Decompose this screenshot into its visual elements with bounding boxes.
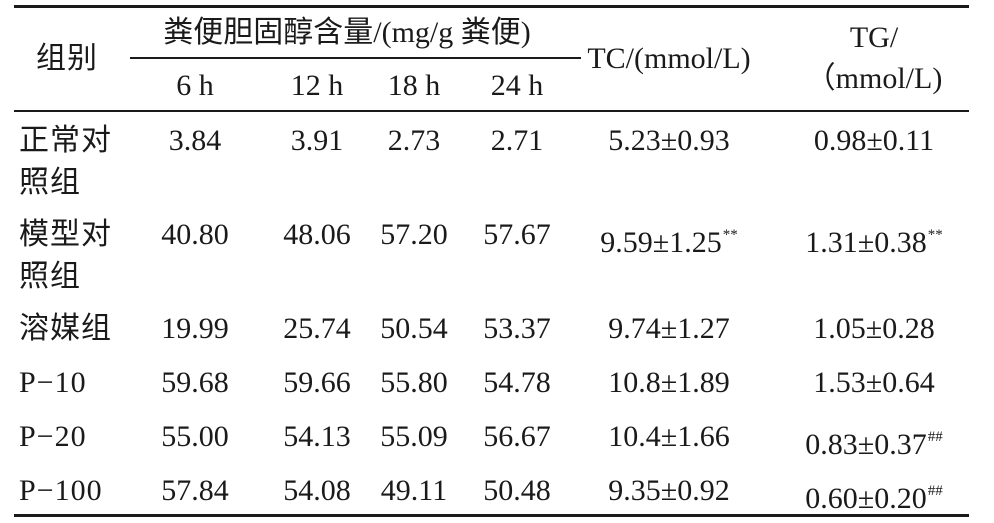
- data-table: 组别 粪便胆固醇含量/(mg/g 粪便) 6 h 12 h 18 h 24 h …: [14, 0, 969, 523]
- header-tc: TC/(mmol/L): [587, 42, 751, 75]
- header-time-12h: 12 h: [290, 69, 344, 102]
- significance-marker: **: [927, 227, 943, 243]
- cell-tg: 1.53±0.64: [813, 364, 934, 402]
- header-time-18h: 18 h: [387, 69, 441, 102]
- cell-tg-value: 0.98±0.11: [813, 124, 935, 157]
- cell-tc-value: 5.23±0.93: [608, 124, 730, 157]
- row-group-label: 模型对: [19, 218, 112, 251]
- table-bottom-rule: [14, 514, 969, 517]
- cell-tc-value: 10.4±1.66: [608, 420, 730, 453]
- cell-12h: 59.66: [283, 366, 351, 399]
- table-top-rule: [14, 5, 969, 8]
- cell-tc: 9.35±0.92: [608, 472, 729, 510]
- cell-18h: 49.11: [380, 474, 448, 507]
- cell-tc-value: 9.59±1.25: [600, 226, 722, 259]
- cell-tc: 10.4±1.66: [608, 418, 729, 456]
- cell-24h: 53.37: [483, 312, 551, 345]
- cell-tg-value: 0.83±0.37: [805, 428, 927, 461]
- row-group-label: 溶媒组: [19, 312, 112, 345]
- row-group-label: P−10: [19, 366, 87, 399]
- cell-24h: 54.78: [483, 366, 551, 399]
- header-time-24h: 24 h: [490, 69, 544, 102]
- row-group-label: P−20: [19, 420, 87, 453]
- cell-tc-value: 10.8±1.89: [608, 366, 730, 399]
- cell-tc: 5.23±0.93: [608, 122, 729, 160]
- significance-marker: ##: [927, 429, 943, 445]
- cell-tc: 10.8±1.89: [608, 364, 729, 402]
- header-fecal-span: 粪便胆固醇含量/(mg/g 粪便): [163, 16, 531, 49]
- cell-12h: 3.91: [290, 124, 344, 157]
- cell-12h: 54.13: [283, 420, 351, 453]
- cell-tg: 0.83±0.37##: [805, 418, 942, 464]
- header-group: 组别: [36, 42, 98, 75]
- cell-6h: 19.99: [161, 312, 229, 345]
- cell-24h: 50.48: [483, 474, 551, 507]
- cell-24h: 2.71: [490, 124, 544, 157]
- cell-tc-value: 9.74±1.27: [608, 312, 730, 345]
- cell-6h: 59.68: [161, 366, 229, 399]
- cell-tc-value: 9.35±0.92: [608, 474, 730, 507]
- significance-marker: ##: [927, 483, 943, 499]
- fecal-span-rule: [130, 57, 581, 59]
- header-time-6h: 6 h: [176, 69, 214, 102]
- cell-12h: 54.08: [283, 474, 351, 507]
- cell-tg-value: 0.60±0.20: [805, 482, 927, 515]
- cell-18h: 55.09: [380, 420, 448, 453]
- cell-tg-value: 1.05±0.28: [813, 312, 935, 345]
- header-bottom-rule: [14, 110, 969, 112]
- cell-24h: 56.67: [483, 420, 551, 453]
- cell-12h: 48.06: [283, 218, 351, 251]
- cell-tc: 9.59±1.25**: [600, 216, 737, 262]
- row-group-label: 正常对: [19, 124, 112, 157]
- cell-18h: 2.73: [387, 124, 441, 157]
- cell-6h: 57.84: [161, 474, 229, 507]
- header-tg-line1: TG/: [849, 21, 899, 54]
- cell-tg-value: 1.53±0.64: [813, 366, 935, 399]
- cell-12h: 25.74: [283, 312, 351, 345]
- cell-18h: 55.80: [380, 366, 448, 399]
- cell-tg-value: 1.31±0.38: [805, 226, 927, 259]
- cell-6h: 40.80: [161, 218, 229, 251]
- row-group-label-line2: 照组: [19, 166, 81, 199]
- cell-tg: 0.60±0.20##: [805, 472, 942, 518]
- row-group-label-line2: 照组: [19, 260, 81, 293]
- cell-6h: 55.00: [161, 420, 229, 453]
- significance-marker: **: [722, 227, 738, 243]
- cell-tg: 1.05±0.28: [813, 310, 934, 348]
- cell-tg: 1.31±0.38**: [805, 216, 942, 262]
- row-group-label: P−100: [19, 474, 103, 507]
- header-tg-line2: （mmol/L): [805, 62, 943, 95]
- cell-6h: 3.84: [168, 124, 222, 157]
- cell-18h: 50.54: [380, 312, 448, 345]
- cell-18h: 57.20: [380, 218, 448, 251]
- cell-tc: 9.74±1.27: [608, 310, 729, 348]
- cell-24h: 57.67: [483, 218, 551, 251]
- cell-tg: 0.98±0.11: [814, 122, 934, 160]
